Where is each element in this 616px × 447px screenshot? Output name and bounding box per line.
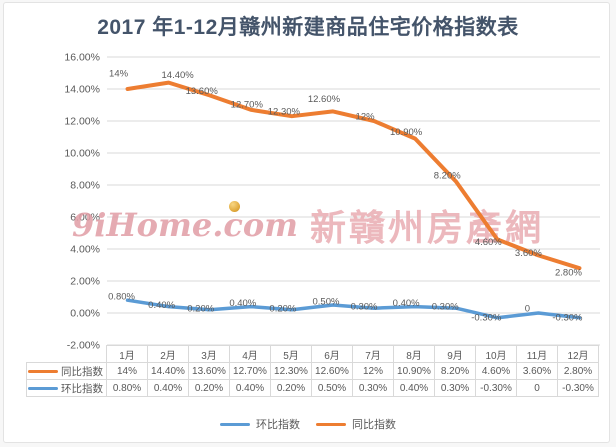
month-header: 3月: [188, 345, 230, 363]
value-cell: 12.70%: [229, 362, 271, 380]
series-key-swatch: [28, 386, 58, 390]
legend-label-huanbi: 环比指数: [256, 419, 300, 431]
value-cell: 14.40%: [147, 362, 189, 380]
value-cell: 0.40%: [229, 379, 271, 397]
value-cell: 0.40%: [147, 379, 189, 397]
chart-title: 2017 年1-12月赣州新建商品住宅价格指数表: [97, 16, 519, 39]
month-header: 6月: [311, 345, 353, 363]
value-cell: 0.20%: [270, 379, 312, 397]
month-header: 8月: [393, 345, 435, 363]
value-cell: -0.30%: [475, 379, 517, 397]
value-cell: 12%: [352, 362, 394, 380]
month-header: 12月: [557, 345, 599, 363]
legend-item-tongbi: 同比指数: [316, 416, 396, 432]
legend-swatch-tongbi: [316, 422, 346, 426]
value-cell: 12.30%: [270, 362, 312, 380]
month-header: 10月: [475, 345, 517, 363]
value-cell: 3.60%: [516, 362, 558, 380]
legend-label-tongbi: 同比指数: [352, 419, 396, 431]
legend-swatch-huanbi: [220, 422, 250, 426]
month-header: 11月: [516, 345, 558, 363]
table-row: 同比指数 14% 14.40% 13.60% 12.70% 12.30% 12.60% 12%…: [26, 362, 599, 380]
chart-legend: 环比指数 同比指数: [0, 415, 616, 433]
value-cell: 4.60%: [475, 362, 517, 380]
series-key-label: 环比指数: [61, 382, 103, 395]
month-header: 4月: [229, 345, 271, 363]
series-key-cell: 环比指数: [26, 379, 107, 397]
value-cell: 0.20%: [188, 379, 230, 397]
month-header: 9月: [434, 345, 476, 363]
value-cell: 10.90%: [393, 362, 435, 380]
value-cell: 0.80%: [106, 379, 148, 397]
series-key-label: 同比指数: [61, 365, 103, 378]
legend-item-huanbi: 环比指数: [220, 416, 300, 432]
month-header: 1月: [106, 345, 148, 363]
month-header: 7月: [352, 345, 394, 363]
month-header: 5月: [270, 345, 312, 363]
value-cell: 8.20%: [434, 362, 476, 380]
value-cell: 0: [516, 379, 558, 397]
series-key-swatch: [28, 369, 58, 373]
value-cell: 13.60%: [188, 362, 230, 380]
month-header: 2月: [147, 345, 189, 363]
value-cell: 0.30%: [352, 379, 394, 397]
value-cell: 0.30%: [434, 379, 476, 397]
data-table: 1月 2月 3月 4月 5月 6月 7月 8月 9月 10月 11月 12月 同比指数 14% 14.40%…: [26, 345, 599, 397]
table-header-row: 1月 2月 3月 4月 5月 6月 7月 8月 9月 10月 11月 12月: [26, 345, 599, 363]
table-row: 环比指数 0.80% 0.40% 0.20% 0.40% 0.20% 0.50% 0.30% 0…: [26, 379, 599, 397]
series-key-cell: 同比指数: [26, 362, 107, 380]
value-cell: 0.50%: [311, 379, 353, 397]
value-cell: 12.60%: [311, 362, 353, 380]
value-cell: -0.30%: [557, 379, 599, 397]
value-cell: 2.80%: [557, 362, 599, 380]
table-corner-cell: [26, 345, 107, 363]
value-cell: 14%: [106, 362, 148, 380]
value-cell: 0.40%: [393, 379, 435, 397]
